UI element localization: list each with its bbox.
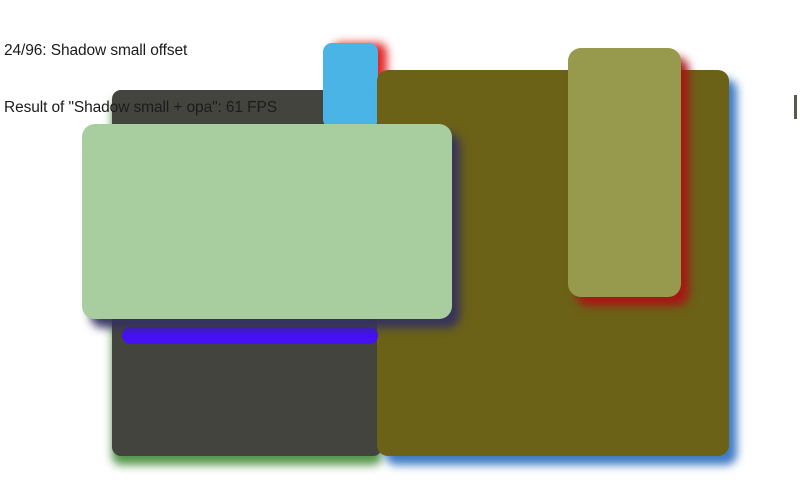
benchmark-title: 24/96: Shadow small offset (4, 42, 188, 59)
violet-bar[interactable] (122, 327, 378, 344)
khaki-panel[interactable] (568, 48, 681, 297)
benchmark-result: Result of "Shadow small + opa": 61 FPS (4, 99, 277, 116)
cyan-panel[interactable] (323, 43, 378, 128)
benchmark-header: 24/96: Shadow small offset Result of "Sh… (4, 3, 604, 155)
right-edge-marker (794, 95, 797, 119)
mint-panel[interactable] (82, 124, 452, 319)
